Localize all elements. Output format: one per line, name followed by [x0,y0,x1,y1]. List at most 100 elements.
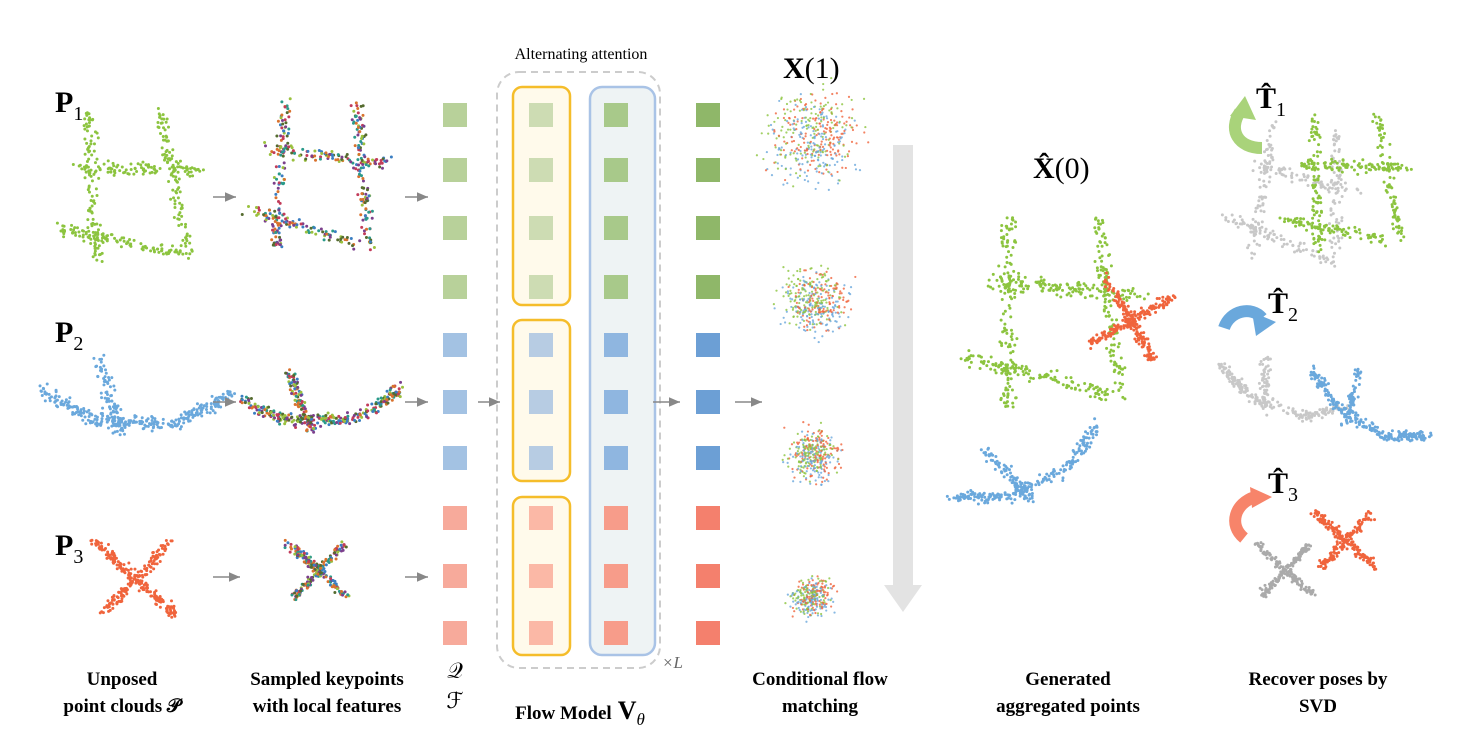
point [841,155,844,158]
point [835,103,838,106]
point [810,462,813,465]
point [292,223,296,227]
point [807,118,810,121]
point [1100,234,1104,238]
point [122,422,126,426]
point [1045,472,1049,476]
point [122,432,126,436]
point [54,399,58,403]
point [814,154,817,157]
point [806,152,809,156]
point [1047,474,1051,478]
point [1266,237,1270,241]
point [48,399,52,403]
point [980,498,984,502]
point [175,424,179,428]
point [309,565,313,569]
point [309,417,313,421]
point [786,292,790,295]
point [833,303,837,307]
point [1238,222,1242,226]
point [1335,136,1339,140]
point [1317,181,1321,185]
point [155,562,159,566]
point [1340,236,1344,240]
point [825,329,828,332]
point [1132,317,1136,321]
point [838,315,841,318]
point [1262,210,1266,214]
point [796,311,799,314]
point [79,411,83,415]
point [827,188,830,191]
point [90,153,94,157]
point [815,167,818,170]
point [276,199,280,203]
point [198,412,202,416]
point [157,112,161,116]
point [806,299,809,302]
point [814,310,817,314]
point [1121,288,1125,292]
point [82,407,86,411]
point [1100,218,1104,222]
point [824,445,827,448]
point [1111,353,1115,357]
point [1096,219,1100,223]
point [832,456,835,459]
point [119,408,123,412]
point [1030,492,1034,496]
point [1002,393,1006,397]
point [999,289,1003,293]
point [240,401,244,405]
point [59,401,63,405]
point [99,391,103,395]
point [356,158,360,162]
point [997,365,1001,369]
point [75,406,79,410]
point [815,446,818,450]
point [106,167,110,171]
point [341,235,345,239]
point [784,291,788,294]
point [798,307,801,310]
point [290,392,294,396]
point [1121,367,1125,371]
point [824,127,827,130]
point [287,127,291,131]
point [795,590,798,593]
point [981,493,985,497]
point [1277,168,1281,172]
point [983,501,987,505]
point [786,461,789,464]
point [247,406,251,410]
point [296,548,300,552]
point [804,309,808,312]
point [364,217,368,221]
point [1057,286,1061,290]
point [819,110,822,114]
point [811,308,814,311]
point [111,419,115,423]
point [142,169,146,173]
point [187,413,191,417]
point [296,420,300,424]
point [174,160,178,164]
point [1138,311,1142,315]
point [805,314,809,318]
point [1010,332,1014,336]
point [1340,219,1344,223]
point [1019,367,1023,371]
point [776,162,779,165]
point [214,397,218,401]
point [332,415,336,419]
point [1049,286,1053,290]
point [850,140,854,143]
point [170,419,174,423]
point [801,162,804,166]
point [189,170,193,174]
point [790,149,793,152]
point [148,590,152,594]
point [1069,376,1073,380]
point [87,190,91,194]
